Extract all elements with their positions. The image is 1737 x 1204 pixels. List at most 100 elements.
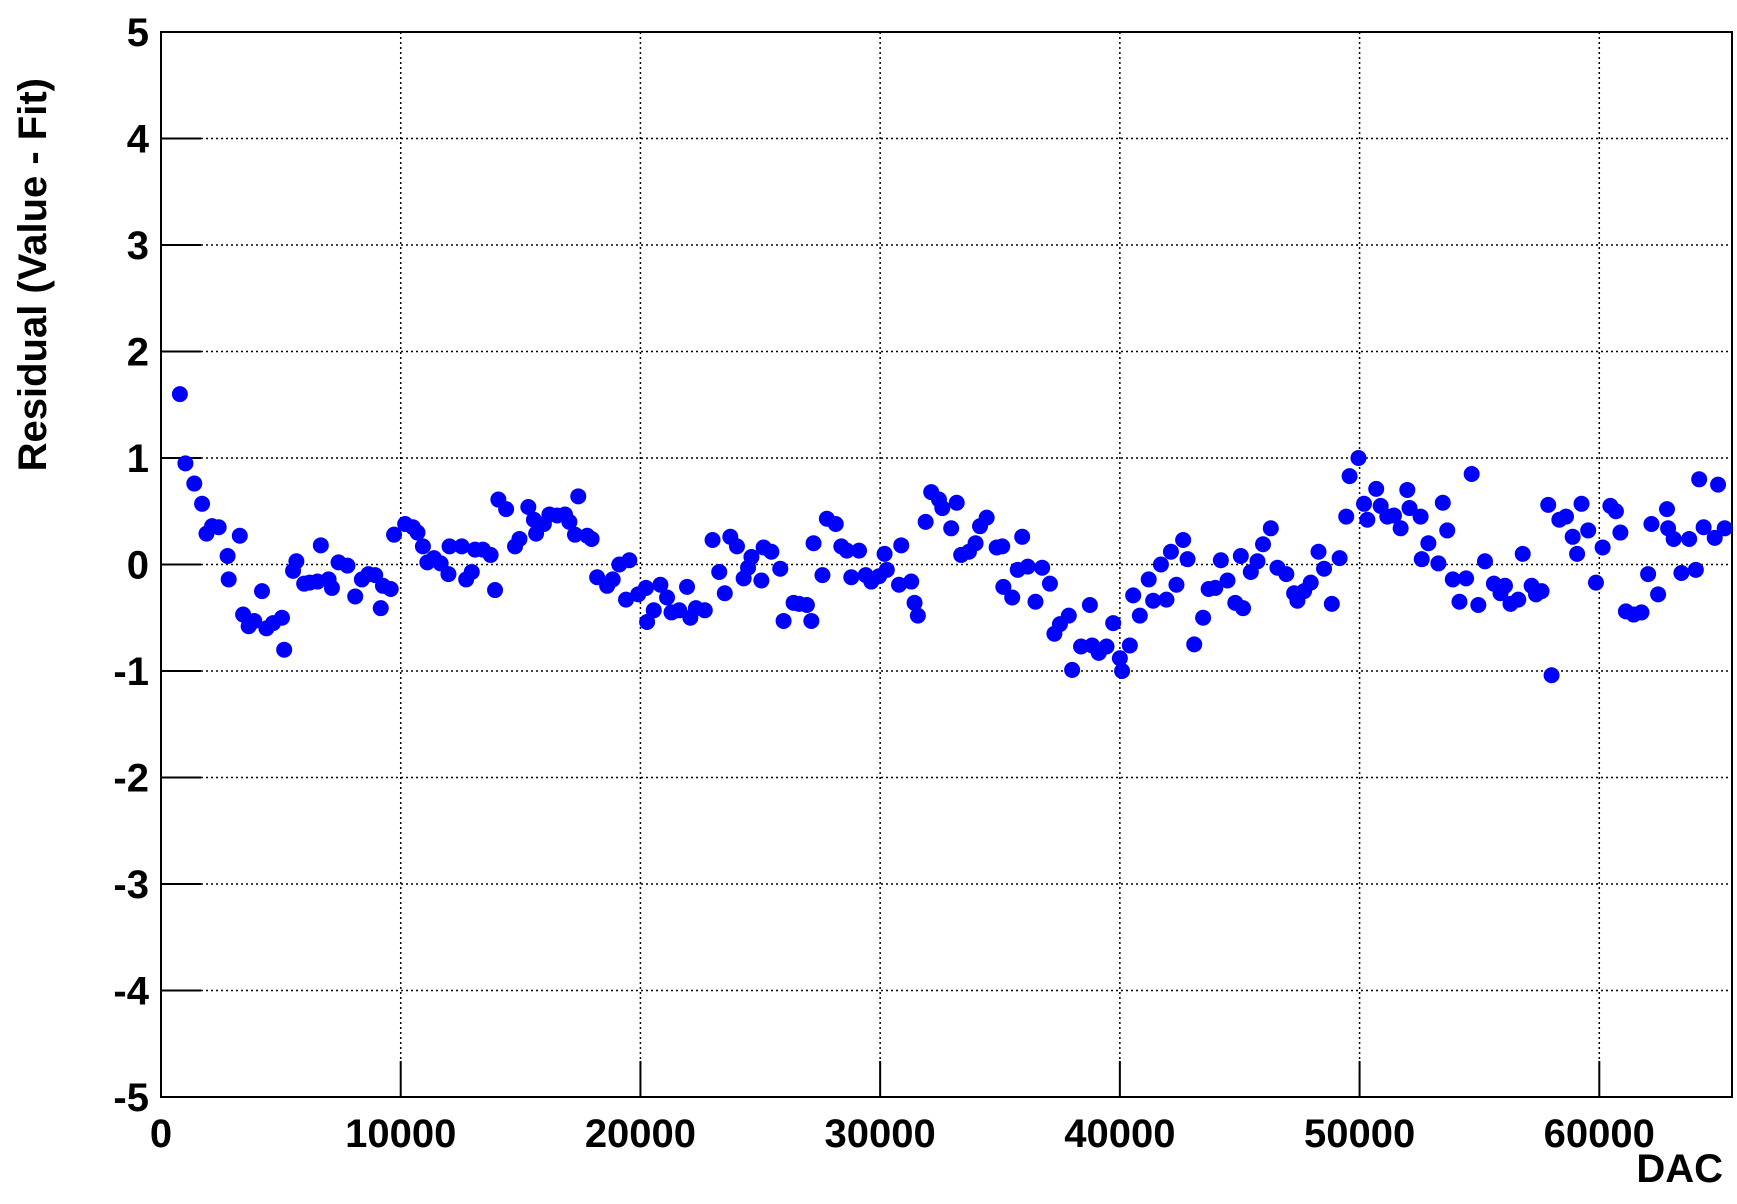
data-point [220, 571, 237, 588]
data-point [704, 532, 721, 549]
data-point [1316, 560, 1333, 577]
data-point [1510, 591, 1527, 608]
data-point [1232, 547, 1249, 564]
y-tick-label: 3 [127, 224, 149, 268]
data-point [323, 579, 340, 596]
data-point [339, 557, 356, 574]
data-point [498, 501, 515, 518]
data-point [1434, 494, 1451, 511]
data-point [1594, 539, 1611, 556]
data-point [893, 537, 910, 554]
data-point [1179, 551, 1196, 568]
data-point [763, 543, 780, 560]
data-point [570, 488, 587, 505]
y-tick-label: -1 [113, 650, 149, 694]
data-point [621, 552, 638, 569]
data-point [1114, 663, 1131, 679]
data-point [1607, 503, 1624, 520]
data-point [1158, 591, 1175, 608]
data-point [1034, 559, 1051, 576]
y-tick-label: 4 [127, 118, 150, 162]
data-point [639, 614, 656, 631]
data-point [1451, 593, 1468, 610]
data-point [1219, 572, 1236, 589]
data-point [231, 527, 248, 544]
y-tick-label: 2 [127, 331, 149, 375]
data-point [1463, 465, 1480, 482]
data-point [1612, 524, 1629, 541]
data-point [618, 591, 635, 608]
data-point [604, 571, 621, 588]
data-point [814, 567, 831, 584]
data-point [171, 386, 188, 403]
data-point [1162, 543, 1179, 560]
data-point [186, 475, 203, 492]
data-point [1027, 593, 1044, 610]
data-point [994, 538, 1011, 555]
data-point [487, 582, 504, 599]
data-point [805, 535, 822, 552]
data-point [1341, 468, 1358, 485]
data-point [1401, 500, 1418, 517]
data-point [1514, 545, 1531, 562]
data-point [906, 594, 923, 611]
data-point [876, 545, 893, 562]
data-point [1145, 592, 1162, 609]
data-point [1004, 589, 1021, 606]
data-point [728, 538, 745, 555]
data-point [1439, 522, 1456, 539]
data-point [1111, 650, 1128, 667]
data-point [273, 609, 290, 626]
data-point [1681, 530, 1698, 547]
data-point [753, 572, 770, 589]
data-point [696, 602, 713, 619]
data-point [679, 578, 696, 595]
data-point [1658, 501, 1675, 518]
data-point [1691, 471, 1708, 488]
data-point [1458, 570, 1475, 587]
data-point [1235, 600, 1252, 617]
data-point [441, 538, 458, 555]
y-tick-label: 1 [127, 437, 149, 481]
data-point [566, 526, 583, 543]
data-point [1710, 476, 1727, 493]
x-tick-label: 60000 [1544, 1112, 1655, 1156]
data-point [827, 516, 844, 533]
data-point [1249, 553, 1266, 570]
data-point [659, 589, 676, 606]
data-point [1476, 553, 1493, 570]
data-point [909, 607, 926, 624]
data-point [1302, 574, 1319, 591]
data-point [1580, 522, 1597, 539]
data-point [967, 535, 984, 552]
x-tick-label: 0 [150, 1112, 172, 1156]
data-point [1665, 530, 1682, 547]
y-tick-label: 0 [127, 544, 149, 588]
data-point [463, 563, 480, 580]
data-point [1060, 607, 1077, 624]
data-point [1564, 528, 1581, 545]
data-point [520, 498, 537, 515]
data-point [1175, 532, 1192, 549]
data-point [934, 500, 951, 517]
data-point [1470, 596, 1487, 613]
data-point [1255, 536, 1272, 553]
data-point [1587, 574, 1604, 591]
data-point [798, 596, 815, 613]
data-point [414, 538, 431, 555]
data-point [1195, 609, 1212, 626]
data-point [1019, 558, 1036, 575]
data-point [246, 612, 263, 629]
data-point [1368, 480, 1385, 497]
data-point [1385, 507, 1402, 524]
data-point [843, 569, 860, 586]
data-point [482, 546, 499, 563]
data-point [1356, 495, 1373, 512]
data-point [561, 513, 578, 530]
data-point [1331, 550, 1348, 567]
data-point [1014, 528, 1031, 545]
data-point [917, 513, 934, 530]
data-point [409, 524, 426, 541]
data-point [943, 520, 960, 537]
